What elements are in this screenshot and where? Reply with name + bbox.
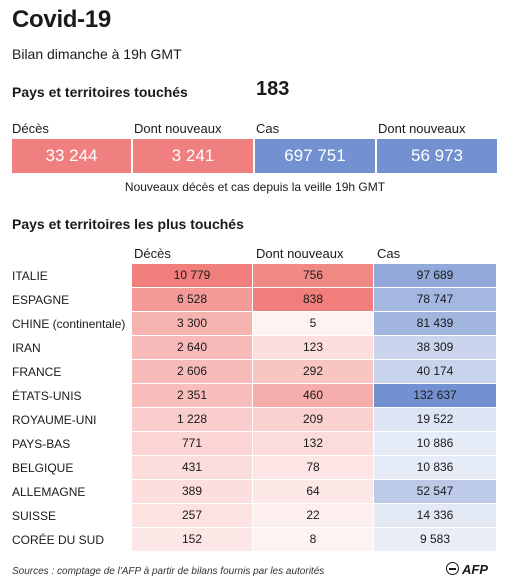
table-row: PAYS-BAS 771 132 10 886	[0, 432, 510, 456]
country-name: ÉTATS-UNIS	[12, 389, 82, 403]
deaths-cell: 257	[132, 504, 252, 527]
table-row: ÉTATS-UNIS 2 351 460 132 637	[0, 384, 510, 408]
country-name: CORÉE DU SUD	[12, 533, 105, 547]
table-row: CORÉE DU SUD 152 8 9 583	[0, 528, 510, 552]
country-name: FRANCE	[12, 365, 62, 379]
country-name: ESPAGNE	[12, 293, 70, 307]
table-row: SUISSE 257 22 14 336	[0, 504, 510, 528]
new-deaths-cell: 756	[253, 264, 373, 287]
deaths-cell: 2 351	[132, 384, 252, 407]
table-row: BELGIQUE 431 78 10 836	[0, 456, 510, 480]
cases-cell: 9 583	[374, 528, 496, 551]
country-name: ROYAUME-UNI	[12, 413, 97, 427]
deaths-cell: 3 300	[132, 312, 252, 335]
table-row: ESPAGNE 6 528 838 78 747	[0, 288, 510, 312]
cases-cell: 78 747	[374, 288, 496, 311]
summary-label-new-cases: Dont nouveaux	[378, 121, 466, 136]
countries-affected-label: Pays et territoires touchés	[12, 84, 188, 100]
column-header-deaths: Décès	[134, 246, 171, 261]
summary-label-new-deaths: Dont nouveaux	[134, 121, 222, 136]
table-row: CHINE (continentale) 3 300 5 81 439	[0, 312, 510, 336]
new-deaths-cell: 123	[253, 336, 373, 359]
country-name: ALLEMAGNE	[12, 485, 86, 499]
sources-note: Sources : comptage de l'AFP à partir de …	[12, 566, 325, 577]
cases-cell: 132 637	[374, 384, 496, 407]
country-name: CHINE (continentale)	[12, 317, 126, 331]
country-name: IRAN	[12, 341, 41, 355]
table-row: ITALIE 10 779 756 97 689	[0, 264, 510, 288]
country-name: ITALIE	[12, 269, 48, 283]
new-deaths-cell: 838	[253, 288, 373, 311]
summary-note: Nouveaux décès et cas depuis la veille 1…	[124, 180, 386, 194]
cases-cell: 10 836	[374, 456, 496, 479]
deaths-cell: 152	[132, 528, 252, 551]
deaths-cell: 2 640	[132, 336, 252, 359]
summary-box-new-deaths: 3 241	[133, 139, 253, 173]
cases-cell: 10 886	[374, 432, 496, 455]
logo-text: AFP	[462, 562, 488, 577]
page-title: Covid-19	[12, 6, 111, 33]
new-deaths-cell: 22	[253, 504, 373, 527]
column-header-new-deaths: Dont nouveaux	[256, 246, 344, 261]
new-deaths-cell: 132	[253, 432, 373, 455]
summary-box-new-cases: 56 973	[377, 139, 497, 173]
country-name: SUISSE	[12, 509, 57, 523]
new-deaths-cell: 209	[253, 408, 373, 431]
cases-cell: 38 309	[374, 336, 496, 359]
table-row: ALLEMAGNE 389 64 52 547	[0, 480, 510, 504]
summary-label-cases: Cas	[256, 121, 280, 136]
country-name: PAYS-BAS	[12, 437, 71, 451]
countries-affected-value: 183	[256, 78, 290, 100]
logo-circle-icon	[446, 562, 459, 575]
summary-box-deaths: 33 244	[12, 139, 131, 173]
cases-cell: 97 689	[374, 264, 496, 287]
new-deaths-cell: 64	[253, 480, 373, 503]
cases-cell: 81 439	[374, 312, 496, 335]
deaths-cell: 10 779	[132, 264, 252, 287]
new-deaths-cell: 78	[253, 456, 373, 479]
deaths-cell: 771	[132, 432, 252, 455]
deaths-cell: 6 528	[132, 288, 252, 311]
new-deaths-cell: 8	[253, 528, 373, 551]
new-deaths-cell: 5	[253, 312, 373, 335]
table-row: ROYAUME-UNI 1 228 209 19 522	[0, 408, 510, 432]
deaths-cell: 1 228	[132, 408, 252, 431]
summary-box-cases: 697 751	[255, 139, 375, 173]
new-deaths-cell: 460	[253, 384, 373, 407]
table-row: IRAN 2 640 123 38 309	[0, 336, 510, 360]
country-name: BELGIQUE	[12, 461, 74, 475]
cases-cell: 14 336	[374, 504, 496, 527]
cases-cell: 40 174	[374, 360, 496, 383]
cases-cell: 19 522	[374, 408, 496, 431]
cases-cell: 52 547	[374, 480, 496, 503]
deaths-cell: 2 606	[132, 360, 252, 383]
afp-logo: AFP	[446, 562, 488, 577]
page-subtitle: Bilan dimanche à 19h GMT	[12, 46, 182, 62]
table-heading: Pays et territoires les plus touchés	[12, 216, 244, 232]
deaths-cell: 431	[132, 456, 252, 479]
summary-label-deaths: Décès	[12, 121, 49, 136]
new-deaths-cell: 292	[253, 360, 373, 383]
column-header-cases: Cas	[377, 246, 401, 261]
deaths-cell: 389	[132, 480, 252, 503]
table-row: FRANCE 2 606 292 40 174	[0, 360, 510, 384]
